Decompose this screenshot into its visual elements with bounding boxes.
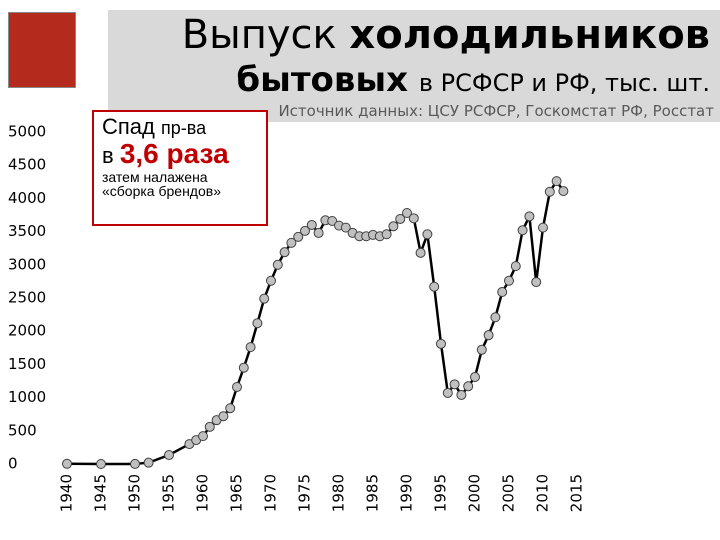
data-point xyxy=(62,458,72,469)
y-tick-label: 5000 xyxy=(8,123,46,141)
data-point xyxy=(524,211,535,222)
data-point xyxy=(96,459,106,469)
data-point xyxy=(544,186,555,197)
data-point xyxy=(143,457,154,468)
data-point xyxy=(395,213,406,224)
x-tick-label: 1950 xyxy=(126,474,144,512)
data-point xyxy=(551,176,562,187)
data-point xyxy=(218,411,229,422)
data-point xyxy=(429,281,440,292)
annotation-line: Спад пр-ва xyxy=(102,114,258,140)
data-point xyxy=(442,387,453,398)
data-point xyxy=(456,389,467,400)
title-line: бытовых в РСФСР и РФ, тыс. шт. xyxy=(236,60,710,100)
annotation: Спад пр-ва в 3,6 раза затем налажена «сб… xyxy=(92,110,268,226)
title-text: бытовых xyxy=(236,60,409,100)
data-point xyxy=(388,221,399,232)
data-point xyxy=(470,372,480,383)
annotation-text: 3,6 раза xyxy=(119,138,229,169)
data-point xyxy=(300,225,310,236)
title-text: Выпуск xyxy=(181,12,337,58)
data-point xyxy=(558,186,569,197)
data-point xyxy=(313,227,324,238)
x-tick-label: 2000 xyxy=(466,474,484,512)
data-point xyxy=(245,342,256,353)
y-tick-label: 4000 xyxy=(8,189,46,207)
data-point xyxy=(531,277,542,288)
y-tick-label: 0 xyxy=(8,455,18,473)
annotation-text: «сборка брендов» xyxy=(102,183,221,199)
y-tick-label: 3500 xyxy=(8,222,46,240)
x-tick-label: 1945 xyxy=(92,474,110,512)
data-point xyxy=(238,362,249,373)
data-point xyxy=(415,247,426,258)
y-tick-label: 1000 xyxy=(8,388,46,406)
data-point xyxy=(130,458,140,469)
data-point xyxy=(306,219,317,230)
y-tick-label: 2000 xyxy=(8,322,46,340)
subtitle: Источник данных: ЦСУ РСФСР, Госкомстат Р… xyxy=(278,102,714,120)
data-point xyxy=(504,275,514,286)
data-point xyxy=(259,293,270,304)
data-point xyxy=(286,237,297,248)
data-point xyxy=(293,231,304,242)
x-tick-label: 1955 xyxy=(160,474,178,512)
data-point xyxy=(381,229,392,240)
data-point xyxy=(463,381,474,392)
data-point xyxy=(510,261,521,272)
data-point xyxy=(538,222,548,233)
data-point xyxy=(402,208,412,219)
annotation-line: в 3,6 раза xyxy=(102,140,258,170)
data-point xyxy=(225,403,236,414)
annotation-text: в xyxy=(102,143,114,168)
data-point xyxy=(476,344,487,355)
data-point xyxy=(204,421,215,432)
data-point xyxy=(198,431,208,442)
x-tick-label: 2005 xyxy=(500,474,518,512)
data-point xyxy=(422,229,433,240)
x-tick-label: 1980 xyxy=(330,474,348,512)
data-point xyxy=(483,330,494,341)
x-tick-label: 1970 xyxy=(262,474,280,512)
x-tick-label: 1960 xyxy=(194,474,212,512)
y-tick-label: 2500 xyxy=(8,289,46,307)
data-point xyxy=(266,275,276,286)
title-text: холодильников xyxy=(349,12,710,58)
data-point xyxy=(327,215,338,226)
data-point xyxy=(490,312,501,323)
y-tick-label: 1500 xyxy=(8,355,46,373)
annotation-text: пр-ва xyxy=(161,118,207,138)
data-point xyxy=(232,381,242,392)
annotation-text: затем налажена xyxy=(102,169,208,185)
book-cover xyxy=(8,12,76,88)
data-point xyxy=(408,213,419,224)
annotation-text: Спад xyxy=(102,114,155,139)
title-text: в РСФСР и РФ, тыс. шт. xyxy=(418,69,710,97)
data-point xyxy=(164,450,174,461)
x-tick-label: 1940 xyxy=(58,474,76,512)
data-point xyxy=(497,287,508,298)
x-tick-label: 2010 xyxy=(534,474,552,512)
y-tick-label: 4500 xyxy=(8,156,46,174)
x-tick-label: 1965 xyxy=(228,474,246,512)
y-tick-label: 500 xyxy=(8,421,37,439)
x-tick-label: 1995 xyxy=(432,474,450,512)
title-box: Выпуск холодильников бытовых в РСФСР и Р… xyxy=(108,10,720,122)
x-tick-label: 2015 xyxy=(568,474,586,512)
y-tick-label: 3000 xyxy=(8,255,46,273)
data-point xyxy=(517,225,528,236)
x-tick-label: 1990 xyxy=(398,474,416,512)
x-tick-label: 1985 xyxy=(364,474,382,512)
x-tick-label: 1975 xyxy=(296,474,314,512)
data-point xyxy=(449,379,460,390)
data-point xyxy=(340,222,351,233)
data-point xyxy=(279,247,290,258)
data-point xyxy=(272,259,283,270)
data-point xyxy=(252,318,263,329)
title-line: Выпуск холодильников xyxy=(182,12,710,58)
data-point xyxy=(436,338,446,349)
